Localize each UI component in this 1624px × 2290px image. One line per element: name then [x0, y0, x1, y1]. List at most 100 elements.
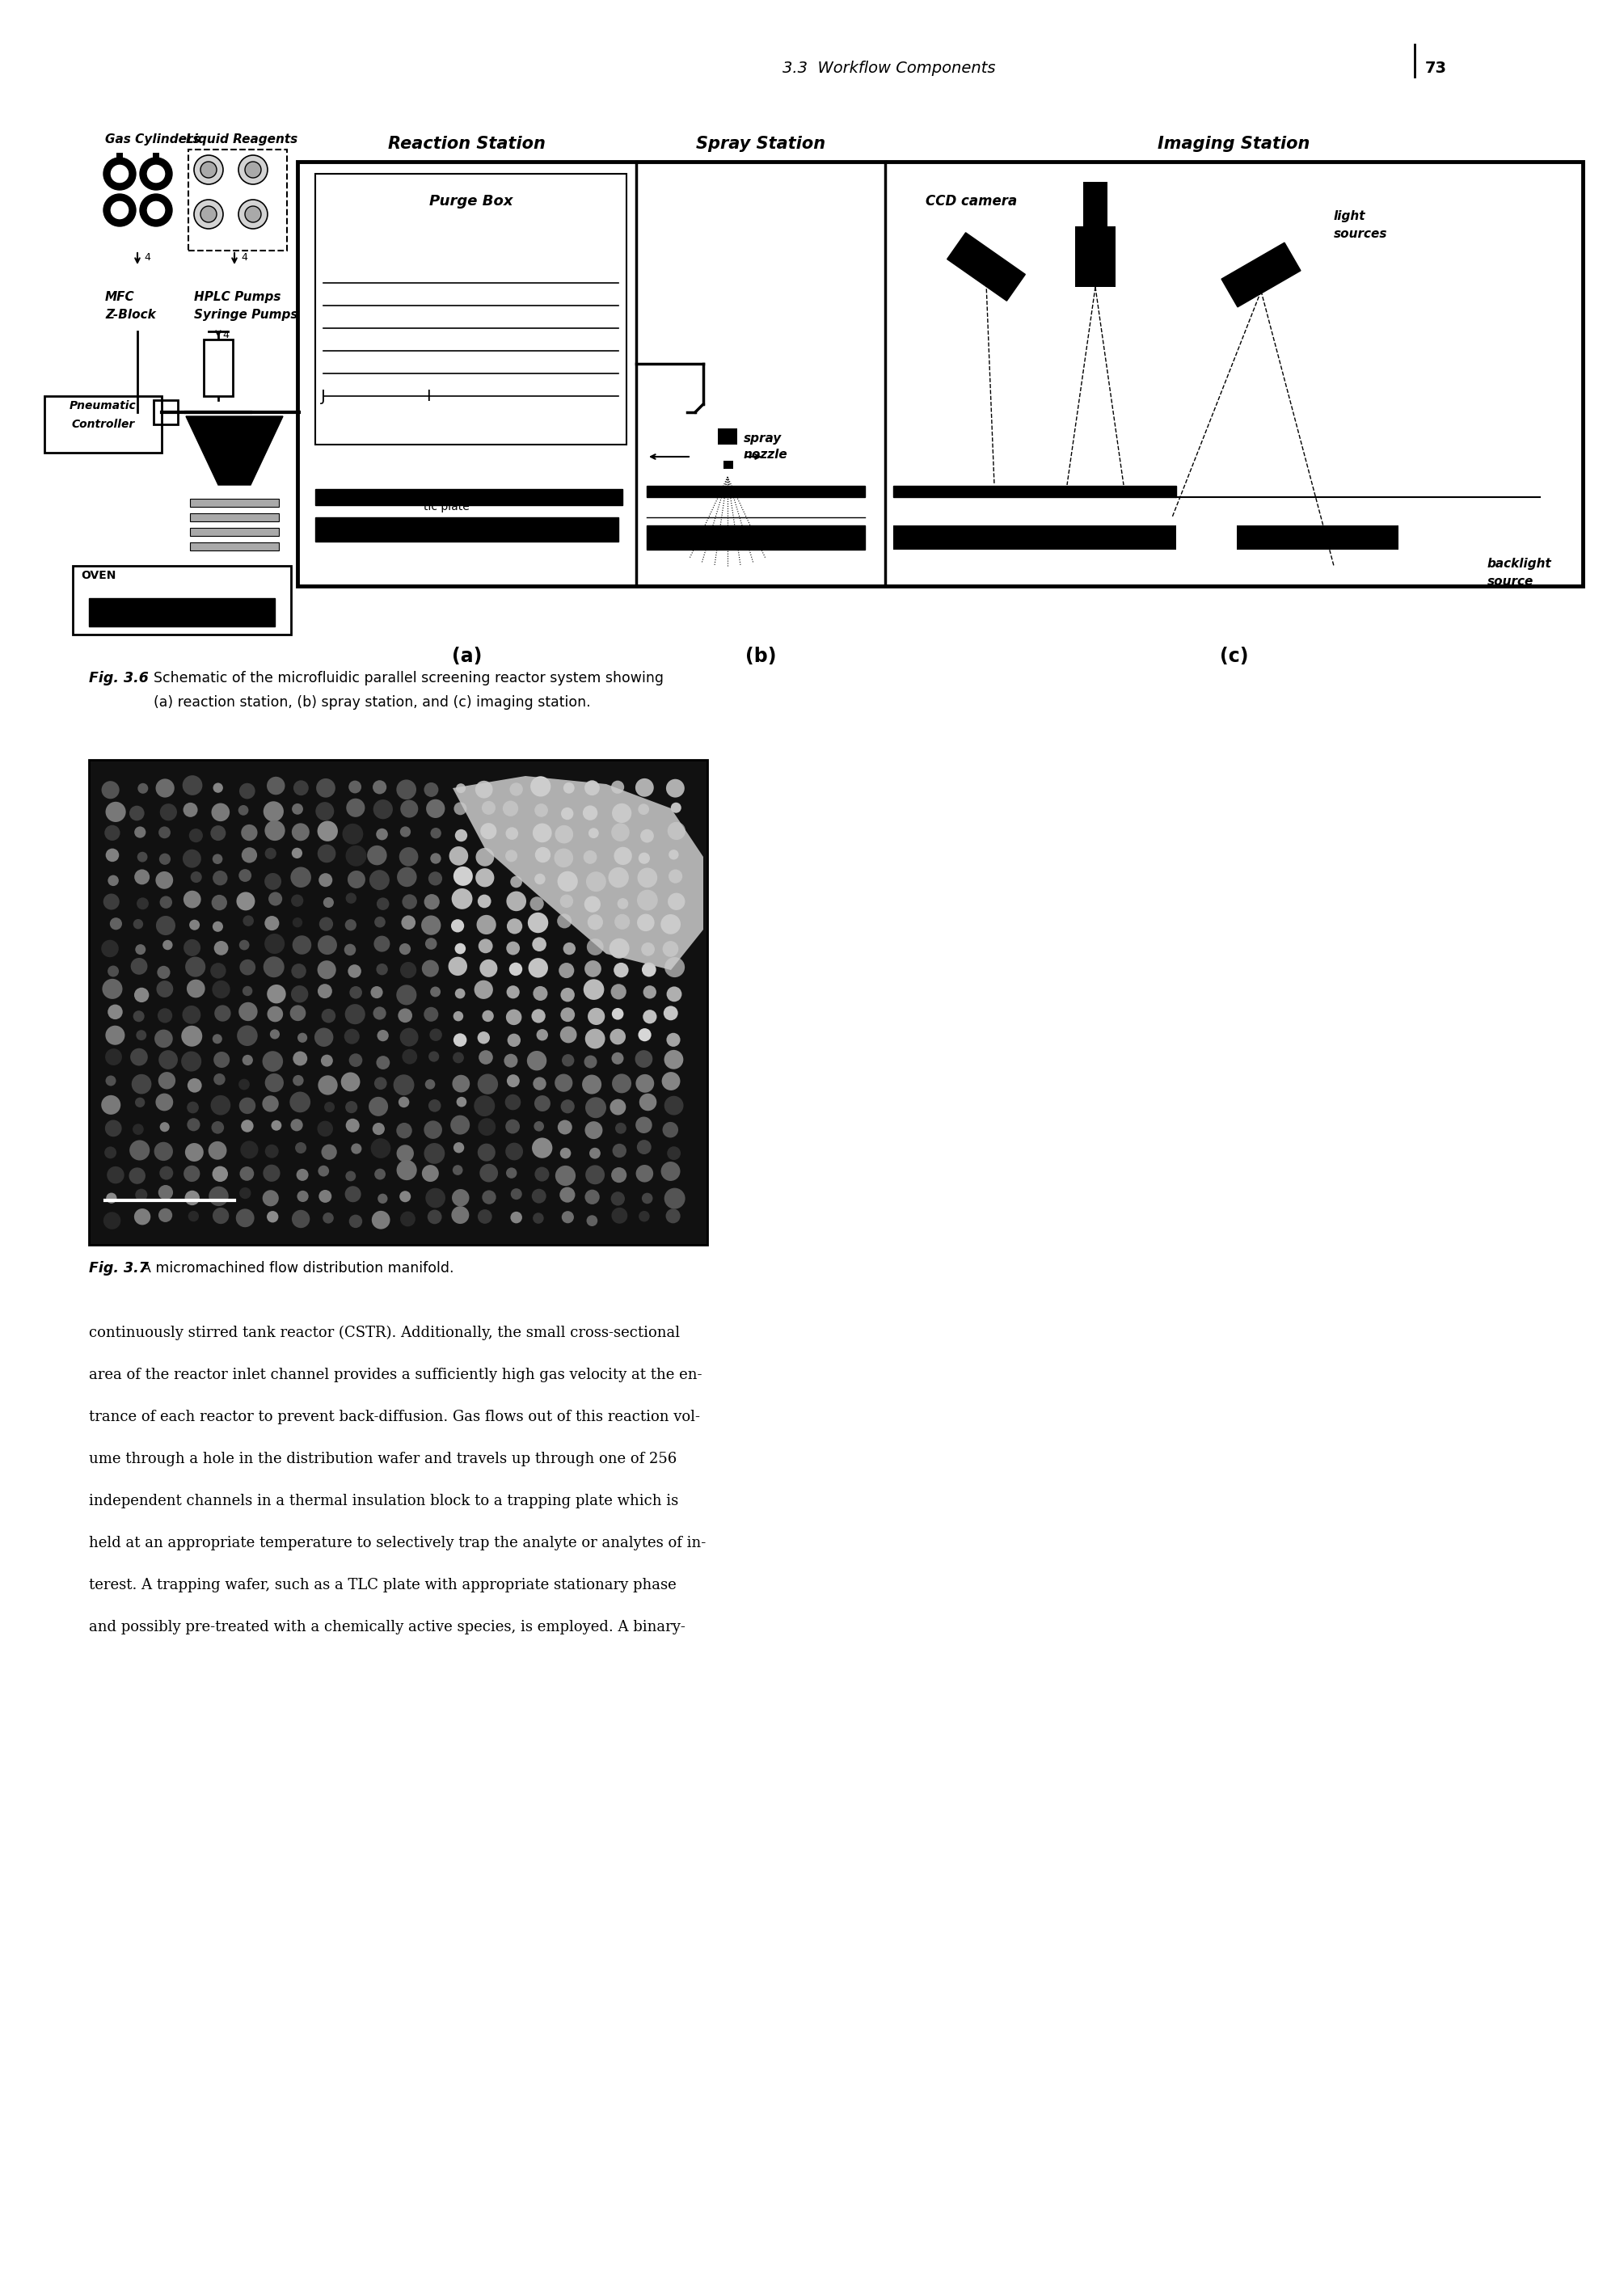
Circle shape: [400, 943, 411, 955]
Circle shape: [292, 934, 312, 955]
Circle shape: [585, 895, 601, 911]
Circle shape: [370, 1138, 391, 1159]
Circle shape: [638, 1211, 650, 1223]
Circle shape: [348, 870, 365, 889]
Circle shape: [476, 916, 495, 934]
Circle shape: [213, 1207, 229, 1223]
Circle shape: [377, 829, 388, 840]
Text: (b): (b): [745, 646, 776, 666]
Circle shape: [585, 1097, 606, 1118]
Text: area of the reactor inlet channel provides a sufficiently high gas velocity at t: area of the reactor inlet channel provid…: [89, 1367, 702, 1383]
Circle shape: [375, 1168, 385, 1179]
Circle shape: [154, 1143, 174, 1161]
Circle shape: [534, 804, 547, 818]
Circle shape: [609, 868, 628, 889]
Bar: [190, 513, 279, 522]
Circle shape: [450, 1115, 469, 1134]
Circle shape: [325, 1101, 335, 1113]
Circle shape: [528, 911, 549, 932]
Circle shape: [531, 776, 551, 797]
Circle shape: [424, 893, 440, 909]
Circle shape: [317, 1120, 333, 1136]
Circle shape: [239, 199, 268, 229]
Circle shape: [424, 1008, 438, 1021]
Circle shape: [292, 1051, 307, 1065]
Circle shape: [265, 872, 281, 891]
Circle shape: [211, 804, 229, 822]
Circle shape: [263, 801, 284, 822]
Circle shape: [453, 1051, 464, 1063]
Circle shape: [292, 847, 302, 859]
Circle shape: [261, 1095, 279, 1113]
Circle shape: [296, 1143, 307, 1154]
Circle shape: [213, 1051, 229, 1067]
Circle shape: [585, 781, 599, 795]
Circle shape: [130, 1140, 149, 1161]
Circle shape: [377, 964, 388, 976]
Circle shape: [510, 1189, 521, 1200]
Circle shape: [135, 1189, 148, 1200]
Circle shape: [424, 1120, 442, 1138]
Circle shape: [477, 1143, 495, 1161]
Circle shape: [479, 1051, 494, 1065]
Circle shape: [585, 960, 601, 978]
Circle shape: [240, 1120, 253, 1131]
Circle shape: [451, 889, 473, 909]
Circle shape: [612, 1008, 624, 1019]
Text: and possibly pre-treated with a chemically active species, is employed. A binary: and possibly pre-treated with a chemical…: [89, 1619, 685, 1635]
Circle shape: [146, 165, 166, 183]
Circle shape: [476, 781, 492, 799]
Circle shape: [557, 1120, 572, 1134]
Bar: [1075, 227, 1116, 286]
Circle shape: [318, 1166, 330, 1177]
Circle shape: [344, 1003, 365, 1024]
Text: 4: 4: [222, 330, 229, 341]
Circle shape: [106, 1076, 115, 1085]
Bar: [203, 339, 232, 396]
Circle shape: [268, 891, 283, 907]
Bar: [893, 524, 1176, 550]
Bar: [893, 485, 1176, 497]
Circle shape: [451, 1207, 469, 1223]
Circle shape: [451, 1189, 469, 1207]
Circle shape: [396, 779, 416, 799]
Circle shape: [421, 916, 440, 934]
Circle shape: [396, 985, 417, 1005]
Circle shape: [106, 1193, 117, 1205]
Text: Purge Box: Purge Box: [429, 195, 513, 208]
Circle shape: [560, 1147, 572, 1159]
Text: trance of each reactor to prevent back-diffusion. Gas flows out of this reaction: trance of each reactor to prevent back-d…: [89, 1411, 700, 1424]
Circle shape: [505, 1095, 521, 1111]
Circle shape: [292, 1209, 310, 1227]
Circle shape: [429, 1028, 442, 1042]
Circle shape: [185, 1191, 200, 1205]
Text: Fig. 3.7: Fig. 3.7: [89, 1262, 158, 1276]
Circle shape: [291, 1005, 305, 1021]
Circle shape: [367, 845, 387, 866]
Circle shape: [664, 1189, 685, 1209]
Circle shape: [638, 804, 650, 815]
Text: A micromachined flow distribution manifold.: A micromachined flow distribution manifo…: [141, 1262, 453, 1276]
Circle shape: [614, 914, 630, 930]
Text: OVEN: OVEN: [81, 570, 115, 582]
Circle shape: [322, 1056, 333, 1067]
Circle shape: [369, 870, 390, 891]
Circle shape: [104, 158, 136, 190]
Circle shape: [110, 918, 122, 930]
Circle shape: [211, 824, 226, 840]
Circle shape: [289, 1092, 310, 1113]
Circle shape: [612, 804, 632, 822]
Text: (a): (a): [451, 646, 482, 666]
Circle shape: [291, 1120, 304, 1131]
Circle shape: [453, 1143, 464, 1154]
Circle shape: [671, 801, 682, 813]
Circle shape: [427, 1209, 442, 1225]
Circle shape: [323, 1211, 333, 1223]
Circle shape: [374, 937, 390, 953]
Circle shape: [555, 824, 573, 843]
Circle shape: [213, 980, 231, 998]
Circle shape: [400, 1211, 416, 1227]
Circle shape: [351, 1143, 362, 1154]
Text: tlc plate: tlc plate: [424, 502, 469, 513]
Bar: [190, 543, 279, 550]
